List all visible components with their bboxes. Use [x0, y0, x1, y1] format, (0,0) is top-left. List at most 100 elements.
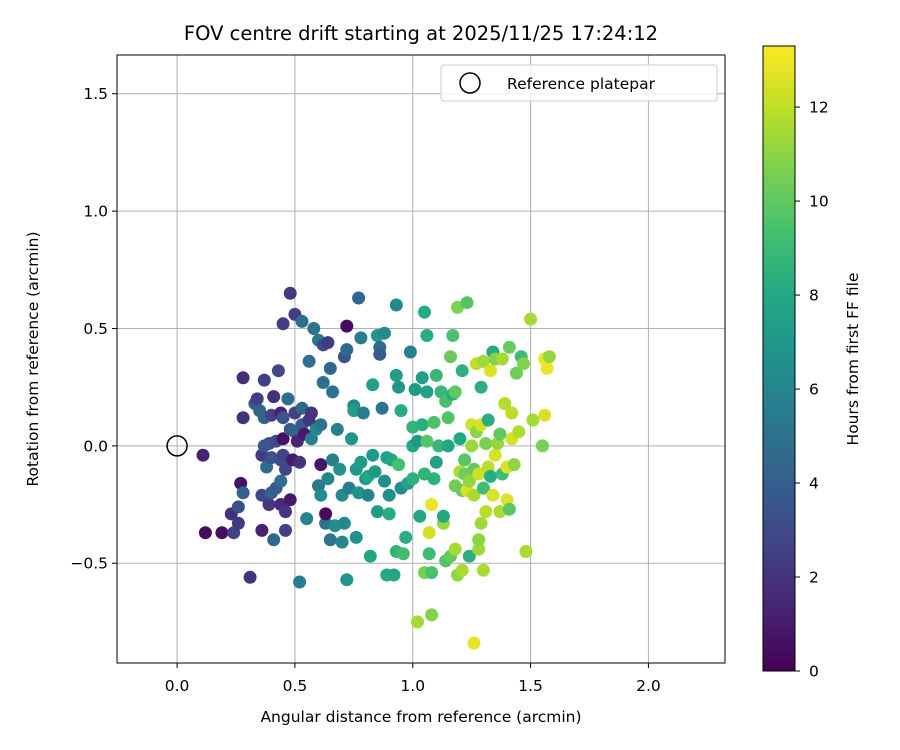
data-point — [279, 505, 292, 519]
data-point — [378, 326, 391, 340]
data-point — [411, 434, 424, 448]
data-point — [375, 401, 389, 415]
colorbar-tick-label: 0 — [809, 663, 819, 681]
data-point — [231, 500, 245, 514]
data-point — [486, 488, 500, 502]
data-point — [279, 462, 292, 476]
data-point — [267, 533, 281, 547]
x-tick-label: 0.5 — [283, 677, 308, 695]
y-tick-label: 0.5 — [83, 320, 108, 338]
data-point — [479, 437, 493, 450]
data-point — [387, 568, 401, 582]
data-point — [304, 406, 318, 420]
data-point — [316, 376, 330, 389]
legend: Reference platepar — [440, 64, 718, 102]
data-point — [236, 486, 250, 500]
data-point — [411, 615, 424, 629]
data-point — [472, 542, 486, 556]
data-point — [321, 336, 335, 350]
data-point — [389, 298, 403, 312]
data-point — [420, 434, 434, 448]
data-point — [436, 509, 450, 523]
legend-label-reference-platepar: Reference platepar — [507, 75, 656, 93]
data-point — [349, 530, 363, 544]
data-point — [432, 439, 446, 453]
data-point — [255, 523, 269, 537]
axes — [116, 54, 726, 664]
data-point — [340, 573, 354, 587]
colorbar-tick-label: 6 — [809, 381, 819, 399]
data-point — [535, 439, 549, 453]
data-point — [283, 493, 297, 507]
data-point — [394, 404, 408, 418]
data-point — [335, 535, 349, 549]
data-point — [403, 345, 417, 359]
data-point — [307, 322, 321, 335]
data-point — [422, 547, 436, 561]
data-point — [484, 469, 497, 483]
data-point — [215, 526, 229, 540]
data-point — [481, 413, 495, 427]
data-point — [345, 432, 358, 446]
data-point — [498, 397, 512, 411]
y-tick-label: −0.5 — [70, 555, 108, 573]
data-point — [422, 526, 436, 540]
data-point — [462, 549, 476, 563]
data-point — [418, 305, 431, 319]
data-point — [413, 509, 427, 523]
plot-frame — [116, 54, 726, 664]
data-point — [472, 533, 486, 547]
data-point — [408, 383, 422, 396]
data-point — [455, 364, 469, 378]
data-point — [425, 608, 439, 622]
data-point — [231, 516, 245, 530]
data-point — [502, 502, 516, 516]
data-point — [314, 488, 328, 502]
data-point — [389, 368, 403, 382]
data-point — [321, 472, 335, 486]
y-axis-ticks: −0.5 0.0 0.5 1.0 1.5 — [70, 85, 117, 573]
data-point — [512, 425, 526, 439]
data-point — [314, 458, 328, 472]
data-point — [196, 448, 210, 462]
y-tick-label: 0.0 — [83, 437, 108, 455]
data-point — [542, 350, 556, 364]
data-point — [467, 488, 481, 502]
data-point — [493, 427, 507, 441]
data-point — [495, 352, 509, 366]
chart-title: FOV centre drift starting at 2025/11/25 … — [184, 22, 658, 45]
data-point — [356, 406, 370, 420]
x-axis-ticks: 0.0 0.5 1.0 1.5 2.0 — [165, 663, 661, 695]
data-point — [392, 458, 406, 472]
data-point — [250, 392, 264, 406]
data-point — [243, 570, 257, 584]
data-point — [460, 296, 474, 310]
data-point — [370, 505, 384, 519]
data-points — [166, 286, 556, 650]
data-point — [476, 563, 490, 577]
data-point — [276, 432, 290, 446]
data-point — [474, 516, 488, 530]
colorbar-gradient — [762, 45, 796, 672]
data-point — [427, 415, 441, 429]
data-point — [399, 530, 413, 544]
data-point — [340, 343, 354, 357]
y-tick-label: 1.5 — [83, 85, 108, 103]
y-axis-label: Rotation from reference (arcmin) — [24, 231, 42, 486]
x-tick-label: 1.0 — [400, 677, 425, 695]
data-point — [326, 385, 340, 399]
data-point — [441, 411, 455, 425]
data-point — [455, 563, 469, 577]
colorbar-ticks: 0 2 4 6 8 10 12 — [795, 99, 829, 681]
legend-box — [440, 64, 718, 102]
data-point — [330, 422, 344, 436]
colorbar-tick-label: 4 — [809, 475, 819, 493]
data-point — [337, 516, 351, 530]
data-point — [382, 507, 396, 521]
data-point — [368, 465, 382, 479]
x-tick-label: 0.0 — [165, 677, 190, 695]
data-point — [524, 312, 538, 326]
data-point — [257, 373, 271, 387]
data-point — [326, 453, 340, 467]
